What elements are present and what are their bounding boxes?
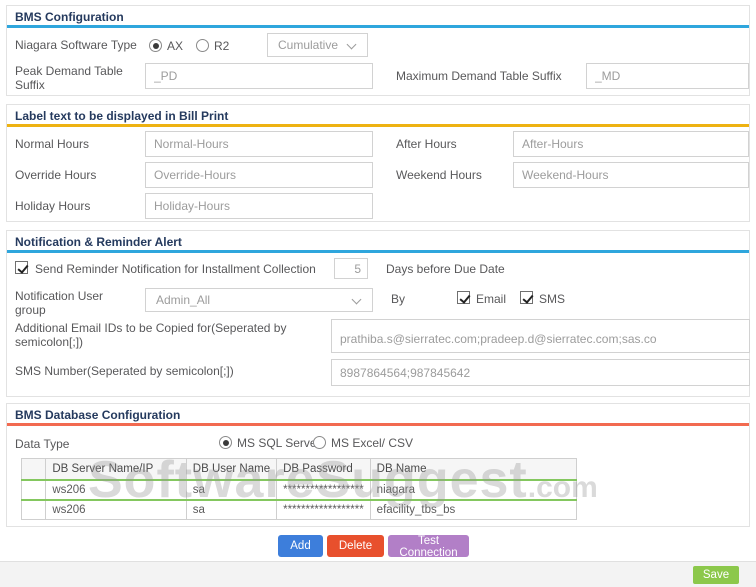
niagara-software-type-label: Niagara Software Type <box>15 38 137 52</box>
additional-email-ids-input[interactable] <box>331 319 750 353</box>
weekend-hours-input[interactable] <box>513 162 749 188</box>
section-title: Label text to be displayed in Bill Print <box>7 105 749 127</box>
notification-user-group-label: Notification User group <box>15 289 104 317</box>
weekend-hours-label: Weekend Hours <box>396 168 482 182</box>
section-title: BMS Database Configuration <box>7 404 749 426</box>
table-row[interactable]: ws206 sa ****************** niagara <box>20 479 578 501</box>
send-reminder-checkbox[interactable] <box>15 261 28 274</box>
days-before-due-label: Days before Due Date <box>386 262 505 276</box>
ms-sql-server-radio[interactable] <box>219 436 232 449</box>
bill-print-labels-section: Label text to be displayed in Bill Print… <box>6 104 750 222</box>
chevron-down-icon <box>346 39 357 50</box>
db-password-cell[interactable]: ****************** <box>276 499 371 520</box>
days-before-due-input[interactable] <box>334 258 368 279</box>
send-reminder-label: Send Reminder Notification for Installme… <box>35 262 316 276</box>
peak-demand-suffix-label: Peak Demand Table Suffix <box>15 64 123 92</box>
ms-excel-csv-radio[interactable] <box>313 436 326 449</box>
db-user-cell[interactable]: sa <box>185 479 278 501</box>
override-hours-input[interactable] <box>145 162 373 188</box>
data-type-label: Data Type <box>15 437 70 451</box>
additional-email-ids-label: Additional Email IDs to be Copied for(Se… <box>15 321 287 349</box>
db-password-cell[interactable]: ****************** <box>276 479 371 501</box>
sms-number-label: SMS Number(Seperated by semicolon[;]) <box>15 364 234 378</box>
max-demand-suffix-label: Maximum Demand Table Suffix <box>396 69 562 83</box>
header-db-user: DB User Name <box>185 458 278 481</box>
after-hours-input[interactable] <box>513 131 749 157</box>
add-button[interactable]: Add <box>278 535 323 557</box>
holiday-hours-input[interactable] <box>145 193 373 219</box>
db-user-cell[interactable]: sa <box>185 499 278 520</box>
ms-excel-csv-label: MS Excel/ CSV <box>331 436 414 450</box>
sms-number-input[interactable] <box>331 359 750 386</box>
ms-sql-server-label: MS SQL Server <box>237 436 321 450</box>
normal-hours-input[interactable] <box>145 131 373 157</box>
db-name-cell[interactable]: efacility_tbs_bs <box>369 499 578 520</box>
user-group-select-value: Admin_All <box>156 293 211 307</box>
holiday-hours-label: Holiday Hours <box>15 199 91 213</box>
sms-checkbox-label: SMS <box>539 292 566 306</box>
db-name-cell[interactable]: niagara <box>369 479 578 501</box>
table-row[interactable]: ws206 sa ****************** efacility_tb… <box>20 499 578 520</box>
header-db-name: DB Name <box>369 458 578 481</box>
section-title: Notification & Reminder Alert <box>7 231 749 253</box>
db-server-cell[interactable]: ws206 <box>45 479 187 501</box>
save-button[interactable]: Save <box>693 566 739 584</box>
header-db-password: DB Password <box>276 458 371 481</box>
header-db-server: DB Server Name/IP <box>45 458 187 481</box>
cumulative-select-value: Cumulative <box>278 38 339 52</box>
db-connections-table: DB Server Name/IP DB User Name DB Passwo… <box>20 458 578 520</box>
footer-bar: Save <box>0 561 756 587</box>
sms-checkbox[interactable] <box>520 291 533 304</box>
chevron-down-icon <box>351 294 362 305</box>
test-connection-button[interactable]: Test Connection <box>388 535 469 559</box>
section-title: BMS Configuration <box>7 6 749 28</box>
ax-radio[interactable] <box>149 39 162 52</box>
delete-button[interactable]: Delete <box>327 535 384 557</box>
ax-radio-label: AX <box>167 39 184 53</box>
email-checkbox-label: Email <box>476 292 507 306</box>
bms-configuration-section: BMS Configuration Niagara Software Type … <box>6 5 750 96</box>
cumulative-select[interactable]: Cumulative <box>267 33 368 57</box>
row-select-cell[interactable] <box>20 499 47 520</box>
header-select-column <box>20 458 47 481</box>
table-header-row: DB Server Name/IP DB User Name DB Passwo… <box>20 458 578 481</box>
by-label: By <box>391 292 406 306</box>
db-server-cell[interactable]: ws206 <box>45 499 187 520</box>
after-hours-label: After Hours <box>396 137 457 151</box>
r2-radio[interactable] <box>196 39 209 52</box>
user-group-select[interactable]: Admin_All <box>145 288 373 312</box>
peak-demand-suffix-input[interactable] <box>145 63 373 89</box>
row-select-cell[interactable] <box>20 479 47 501</box>
notification-reminder-section: Notification & Reminder Alert Send Remin… <box>6 230 750 397</box>
max-demand-suffix-input[interactable] <box>586 63 749 89</box>
override-hours-label: Override Hours <box>15 168 97 182</box>
email-checkbox[interactable] <box>457 291 470 304</box>
normal-hours-label: Normal Hours <box>15 137 90 151</box>
r2-radio-label: R2 <box>214 39 230 53</box>
bms-database-section: BMS Database Configuration Data Type MS … <box>6 403 750 527</box>
